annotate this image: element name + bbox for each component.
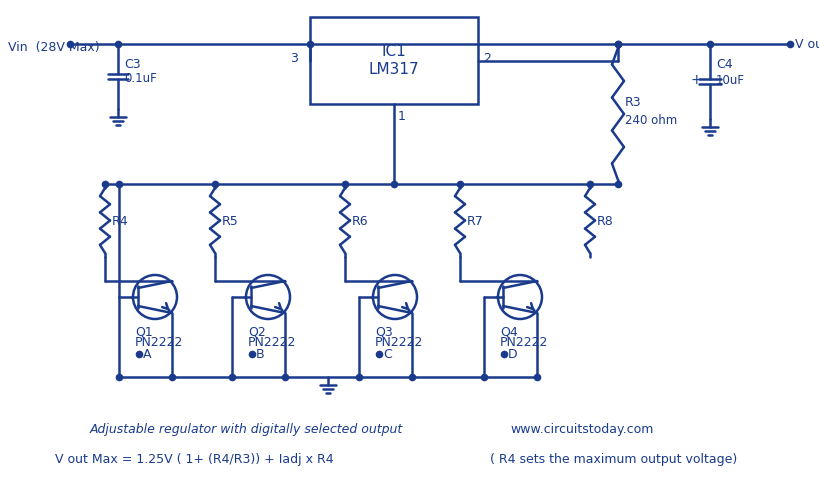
Text: C3: C3 bbox=[124, 59, 141, 71]
Text: 10uF: 10uF bbox=[716, 74, 745, 86]
Text: B: B bbox=[256, 348, 265, 361]
Text: PN2222: PN2222 bbox=[248, 336, 296, 349]
Text: Adjustable regulator with digitally selected output: Adjustable regulator with digitally sele… bbox=[90, 423, 403, 436]
Text: 240 ohm: 240 ohm bbox=[625, 113, 677, 126]
Text: PN2222: PN2222 bbox=[375, 336, 423, 349]
Text: R6: R6 bbox=[352, 214, 369, 227]
Text: R3: R3 bbox=[625, 96, 641, 109]
Text: 3: 3 bbox=[290, 51, 298, 64]
Text: PN2222: PN2222 bbox=[500, 336, 549, 349]
Bar bbox=[310, 18, 478, 105]
Text: ( R4 sets the maximum output voltage): ( R4 sets the maximum output voltage) bbox=[490, 453, 737, 466]
Text: Q1: Q1 bbox=[135, 325, 153, 338]
Text: D: D bbox=[508, 348, 518, 361]
Text: R5: R5 bbox=[222, 214, 239, 227]
Text: R7: R7 bbox=[467, 214, 484, 227]
Text: V out: V out bbox=[795, 38, 819, 51]
Text: R8: R8 bbox=[597, 214, 613, 227]
Text: Q3: Q3 bbox=[375, 325, 393, 338]
Text: C4: C4 bbox=[716, 59, 733, 71]
Text: C: C bbox=[383, 348, 391, 361]
Text: +: + bbox=[691, 73, 703, 87]
Text: 2: 2 bbox=[483, 51, 491, 64]
Text: www.circuitstoday.com: www.circuitstoday.com bbox=[510, 423, 654, 436]
Text: Vin  (28V Max): Vin (28V Max) bbox=[8, 42, 100, 54]
Text: Q4: Q4 bbox=[500, 325, 518, 338]
Text: R4: R4 bbox=[112, 214, 129, 227]
Text: LM317: LM317 bbox=[369, 62, 419, 77]
Text: V out Max = 1.25V ( 1+ (R4/R3)) + Iadj x R4: V out Max = 1.25V ( 1+ (R4/R3)) + Iadj x… bbox=[55, 453, 333, 466]
Text: 1: 1 bbox=[398, 110, 406, 123]
Text: 0.1uF: 0.1uF bbox=[124, 71, 156, 84]
Text: IC1: IC1 bbox=[382, 44, 406, 59]
Text: Q2: Q2 bbox=[248, 325, 265, 338]
Text: A: A bbox=[143, 348, 152, 361]
Text: PN2222: PN2222 bbox=[135, 336, 183, 349]
